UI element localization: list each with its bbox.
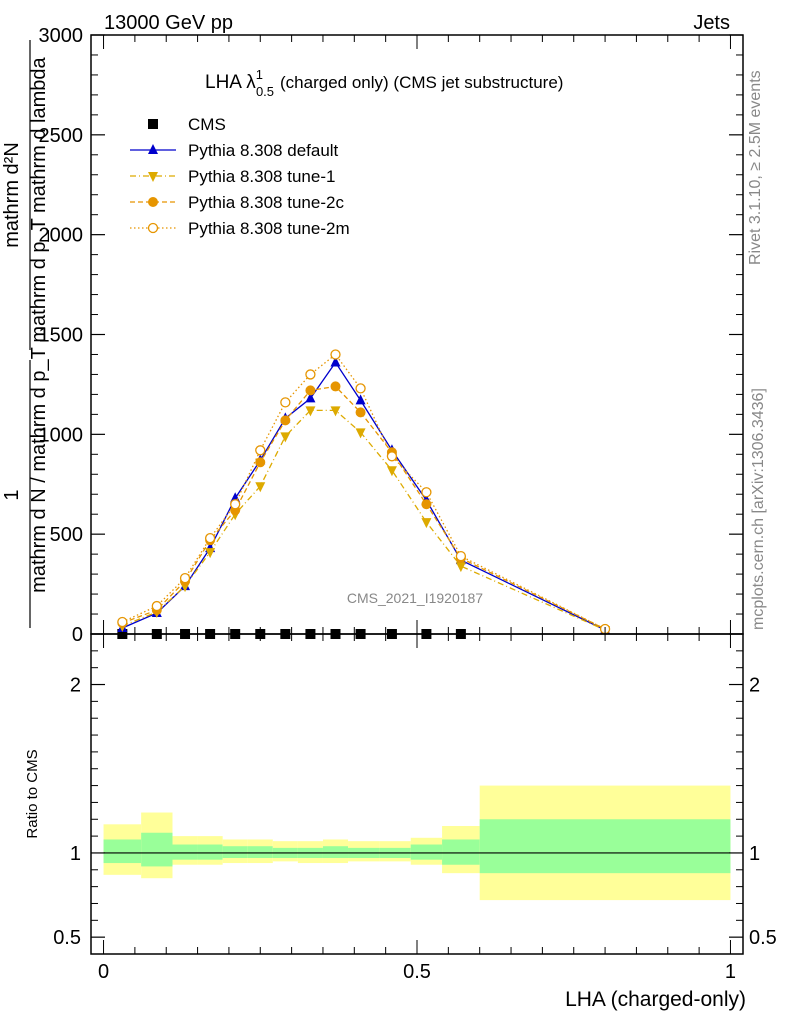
data-point [205, 548, 216, 559]
data-point [421, 518, 432, 529]
main-plot: 0 500 1000 1500 2000 2500 3000 CMS_2021_I19201… [1, 25, 744, 646]
data-point [230, 499, 241, 510]
main-curves [117, 349, 611, 639]
legend-label: Pythia 8.308 tune-2m [188, 219, 350, 238]
y-tick-label: 1500 [39, 325, 84, 347]
legend-marker [148, 119, 158, 129]
data-point [151, 600, 162, 612]
ratio-y-tick-label-left: 2 [70, 675, 81, 697]
legend-marker [148, 144, 158, 154]
plot-title-rest: (charged only) (CMS jet substructure) [280, 73, 563, 92]
y-tick-label: 2000 [39, 225, 84, 247]
y-tick-label: 0 [72, 624, 83, 646]
ratio-band-green [197, 844, 223, 860]
y-tick-label: 1000 [39, 424, 84, 446]
series-4 [117, 349, 611, 635]
data-point [280, 432, 291, 443]
header-right: Jets [693, 12, 730, 34]
legend: CMS Pythia 8.308 default Pythia 8.308 tune… [130, 115, 350, 238]
legend-label: Pythia 8.308 tune-1 [188, 167, 335, 186]
ratio-y-tick-label-left: 0.5 [53, 927, 81, 949]
data-point [455, 550, 467, 562]
main-ticks: 0 500 1000 1500 2000 2500 3000 [39, 25, 743, 646]
y-axis-label: 1 mathrm d N / mathrm d p_T mathrm d²N m… [1, 40, 50, 628]
y-tick-label: 2500 [39, 125, 84, 147]
data-point [305, 369, 316, 380]
ratio-ylabel: Ratio to CMS [24, 749, 41, 838]
watermark: CMS_2021_I1920187 [347, 590, 483, 606]
plot-title: LHA λ1 0.5 (charged only) (CMS jet substru… [205, 67, 563, 99]
data-point [330, 406, 341, 417]
y-tick-label: 500 [50, 524, 83, 546]
data-point [280, 397, 291, 408]
data-point [330, 349, 341, 360]
data-point [117, 616, 128, 628]
ratio-band-green [222, 846, 248, 858]
plot-title-sub: 0.5 [256, 84, 274, 99]
ratio-band-green [103, 839, 142, 864]
ratio-y-tick-label-left: 1 [70, 843, 81, 865]
plot-title-sup: 1 [256, 67, 263, 82]
data-point [179, 572, 191, 584]
legend-marker [148, 197, 158, 207]
x-tick-label: 1 [725, 961, 736, 983]
ratio-ticks: 0 0.5 1 0.5 0.5 1 1 2 2 [53, 634, 777, 983]
legend-marker [148, 172, 158, 182]
data-point [204, 533, 216, 544]
ratio-band-green [442, 839, 480, 865]
data-point [355, 407, 366, 418]
x-tick-label: 0.5 [403, 961, 431, 983]
legend-label: Pythia 8.308 tune-2c [188, 193, 344, 212]
data-point [330, 381, 341, 392]
data-point [255, 482, 266, 493]
data-point [355, 428, 366, 439]
data-point [255, 457, 266, 468]
ratio-band-green [410, 844, 443, 860]
data-point [305, 406, 316, 417]
data-point [421, 487, 432, 498]
ratio-plot: 0 0.5 1 0.5 0.5 1 1 2 2 Ratio to CMS [24, 633, 777, 983]
data-point [280, 415, 291, 426]
x-axis-label: LHA (charged-only) [565, 988, 746, 1011]
ratio-y-tick-label-right: 0.5 [749, 927, 777, 949]
plot-title-main: LHA λ [205, 72, 256, 93]
data-point [421, 499, 432, 510]
legend-label: Pythia 8.308 default [188, 141, 339, 160]
ratio-band-green [141, 832, 173, 867]
legend-marker [147, 222, 159, 234]
data-point [305, 385, 316, 396]
ratio-y-tick-label-right: 2 [749, 675, 760, 697]
ylabel-pre-num: 1 [1, 489, 23, 500]
data-point [255, 445, 266, 456]
data-point [386, 451, 398, 462]
data-point [386, 466, 397, 477]
series-line [122, 353, 606, 630]
ratio-bands [103, 785, 731, 901]
ratio-band-green [247, 846, 273, 858]
data-point [455, 562, 466, 573]
legend-label: CMS [188, 115, 226, 134]
data-point [305, 392, 316, 403]
ratio-band-green [479, 819, 731, 874]
mcplots-label: mcplots.cern.ch [arXiv:1306.3436] [750, 388, 767, 630]
data-point [355, 383, 366, 394]
header-left: 13000 GeV pp [104, 12, 233, 34]
rivet-label: Rivet 3.1.10, ≥ 2.5M events [747, 70, 764, 265]
ylabel-pre-den: mathrm d N / mathrm d p_T [28, 347, 50, 593]
ratio-band-green [172, 844, 198, 860]
ylabel-num: mathrm d²N [1, 142, 23, 248]
data-point [355, 394, 366, 405]
data-point [330, 356, 341, 367]
ylabel-den: mathrm d p_T mathrm d lambda [28, 56, 50, 342]
ratio-y-tick-label-right: 1 [749, 843, 760, 865]
y-tick-label: 3000 [39, 25, 84, 47]
ratio-band-green [322, 846, 349, 858]
x-tick-label: 0 [98, 961, 109, 983]
